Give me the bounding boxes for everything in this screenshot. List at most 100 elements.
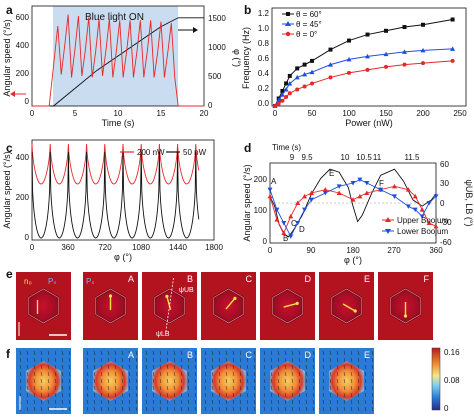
f-director-tick [40, 357, 43, 363]
f-director-tick [54, 392, 57, 398]
f-director-tick [40, 399, 43, 405]
b-point-45 [346, 56, 352, 62]
f-director-tick [284, 399, 287, 405]
c-xtick-2: 720 [98, 243, 112, 252]
f-director-tick [180, 392, 183, 398]
f-director-tick [19, 385, 22, 391]
f-director-tick [371, 378, 374, 384]
f-director-tick [86, 392, 89, 398]
f-director-tick [100, 357, 103, 363]
f-director-tick [350, 385, 353, 391]
f-director-tick [239, 406, 242, 412]
f-director-tick [107, 364, 110, 370]
d-xtick-1: 90 [307, 246, 316, 255]
b-point-0 [328, 75, 333, 80]
f-director-tick [253, 378, 256, 384]
f-director-tick [357, 371, 360, 377]
f-director-tick [61, 399, 64, 405]
a-xtick-2: 10 [114, 109, 123, 118]
f-director-tick [270, 406, 273, 412]
f-director-tick [211, 364, 214, 370]
f-director-tick [93, 364, 96, 370]
d-lower-point [378, 187, 384, 193]
f-director-tick [211, 378, 214, 384]
f-director-tick [305, 364, 308, 370]
f-director-tick [152, 399, 155, 405]
f-director-tick [246, 371, 249, 377]
f-director-tick [159, 399, 162, 405]
f-director-tick [343, 357, 346, 363]
b-ytick-2: 0.4 [258, 69, 270, 78]
f-director-tick [114, 371, 117, 377]
f-director-tick [277, 350, 280, 356]
f-hex-field [329, 361, 364, 401]
legend-upper-label: Upper Boojum [397, 216, 448, 225]
f-director-tick [19, 378, 22, 384]
f-director-tick [152, 371, 155, 377]
d-upper-point [412, 193, 418, 199]
f-director-tick [322, 406, 325, 412]
d-lower-point [288, 234, 294, 239]
colorbar-tick-1: 0.08 [444, 376, 460, 385]
f-director-tick [232, 399, 235, 405]
d-ylabel: Angular speed (°/s) [242, 164, 252, 241]
panel-d: d Time (s) 9 9.5 10 10.5 11 11.5 A B C D… [242, 141, 474, 265]
f-director-tick [211, 350, 214, 356]
f-frame-label: D [305, 350, 312, 360]
f-director-tick [263, 385, 266, 391]
f-director-tick [305, 392, 308, 398]
f-director-tick [211, 406, 214, 412]
f-director-tick [68, 399, 71, 405]
b-point-45 [328, 62, 333, 67]
d-upper-point [350, 197, 356, 202]
panel-c-frame [31, 139, 215, 241]
f-director-tick [194, 378, 197, 384]
f-director-tick [298, 385, 301, 391]
panel-a-frame [31, 5, 205, 107]
f-director-tick [128, 385, 131, 391]
f-director-tick [277, 364, 280, 370]
f-director-tick [298, 350, 301, 356]
f-director-tick [204, 357, 207, 363]
f-director-tick [204, 406, 207, 412]
legend-0-label: θ = 0° [296, 30, 317, 39]
f-frame-label: C [246, 350, 253, 360]
f-director-tick [357, 406, 360, 412]
legend-lower-label: Lower Boojum [397, 227, 448, 236]
f-director-tick [180, 371, 183, 377]
d-xtick-4: 360 [429, 246, 443, 255]
f-director-tick [152, 385, 155, 391]
f-director-tick [357, 392, 360, 398]
f-director-tick [371, 399, 374, 405]
d-lower-point [274, 207, 280, 213]
d-lower-point [412, 207, 418, 213]
f-director-tick [173, 357, 176, 363]
f-director-tick [253, 364, 256, 370]
f-director-tick [26, 357, 29, 363]
f-director-tick [204, 371, 207, 377]
f-director-tick [26, 399, 29, 405]
f-director-tick [270, 364, 273, 370]
f-director-tick [68, 385, 71, 391]
f-director-tick [100, 350, 103, 356]
f-director-tick [159, 392, 162, 398]
a-xtick-3: 15 [157, 109, 166, 118]
f-director-tick [312, 350, 315, 356]
f-director-tick [329, 364, 332, 370]
f-director-tick [100, 378, 103, 384]
f-director-tick [19, 357, 22, 363]
d-upper-point [364, 190, 370, 195]
f-director-tick [86, 350, 89, 356]
f-director-tick [121, 385, 124, 391]
f-director-tick [291, 378, 294, 384]
b-point-60 [421, 22, 425, 27]
f-director-tick [40, 378, 43, 384]
d-lower-point [350, 181, 356, 186]
f-director-tick [187, 364, 190, 370]
f-director-tick [291, 399, 294, 405]
panel-f-frames: A B C D E [16, 348, 374, 414]
f-director-tick [204, 385, 207, 391]
f-director-tick [239, 399, 242, 405]
b-fit-line-2 [274, 60, 453, 107]
e-frame-label: E [364, 274, 370, 284]
